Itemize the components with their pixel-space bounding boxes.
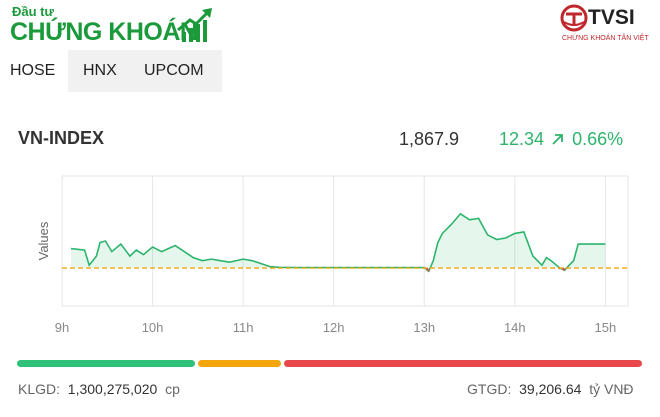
gtgd-unit: tỷ VNĐ (589, 381, 634, 397)
x-tick-label: 13h (413, 320, 435, 335)
x-tick-label: 11h (233, 320, 254, 335)
volume-stat: KLGD: 1,300,275,020 cp (18, 381, 180, 397)
x-tick-label: 10h (142, 320, 164, 335)
change-percent: 0.66% (572, 129, 624, 149)
breadth-advancing-bar (17, 360, 195, 367)
dau-tu-chung-khoan-logo[interactable]: Đầu tư CHỨNG KHOÁN (8, 4, 218, 46)
header: Đầu tư CHỨNG KHOÁN TVSI CHỨNG KHOÁN TÂN … (0, 0, 660, 48)
logo-main-text: CHỨNG KHOÁN (10, 18, 198, 46)
tab-hose[interactable]: HOSE (0, 50, 68, 92)
plot-frame (61, 175, 629, 307)
y-axis-label: Values (36, 221, 51, 260)
index-change: 12.34 0.66% (499, 129, 623, 150)
tab-hnx[interactable]: HNX (83, 62, 117, 79)
gtgd-label: GTGD: (467, 381, 512, 397)
tab-upcom[interactable]: UPCOM (144, 62, 204, 79)
x-tick-label: 15h (595, 320, 617, 335)
gtgd-value: 39,206.64 (519, 381, 582, 397)
logo-top-text: Đầu tư (12, 4, 54, 19)
klgd-value: 1,300,275,020 (67, 381, 158, 397)
breadth-unchanged-bar (198, 360, 281, 367)
area-fill (71, 213, 606, 272)
tvsi-subtitle: CHỨNG KHOÁN TÂN VIỆT (562, 35, 649, 42)
intraday-chart: 9h 10h 11h 12h 13h 14h 15h Values (36, 175, 629, 335)
index-value: 1,867.9 (399, 129, 460, 149)
breadth-declining-bar (284, 360, 642, 367)
value-stat: GTGD: 39,206.64 tỷ VNĐ (467, 381, 634, 397)
klgd-label: KLGD: (18, 381, 61, 397)
arrow-up-right-icon (552, 134, 563, 145)
klgd-unit: cp (165, 381, 180, 397)
below-reference-mark (425, 267, 430, 272)
rising-chart-icon (177, 8, 212, 42)
change-points: 12.34 (499, 129, 545, 149)
x-tick-label: 12h (323, 320, 345, 335)
x-tick-label: 14h (504, 320, 526, 335)
tvsi-logo[interactable]: TVSI CHỨNG KHOÁN TÂN VIỆT (560, 4, 656, 46)
x-tick-label: 9h (55, 320, 69, 335)
tvsi-swirl-icon (560, 4, 588, 32)
exchange-tabs: HOSE HNX UPCOM (0, 50, 222, 92)
index-name: VN-INDEX (18, 128, 105, 148)
tvsi-name: TVSI (588, 6, 635, 29)
